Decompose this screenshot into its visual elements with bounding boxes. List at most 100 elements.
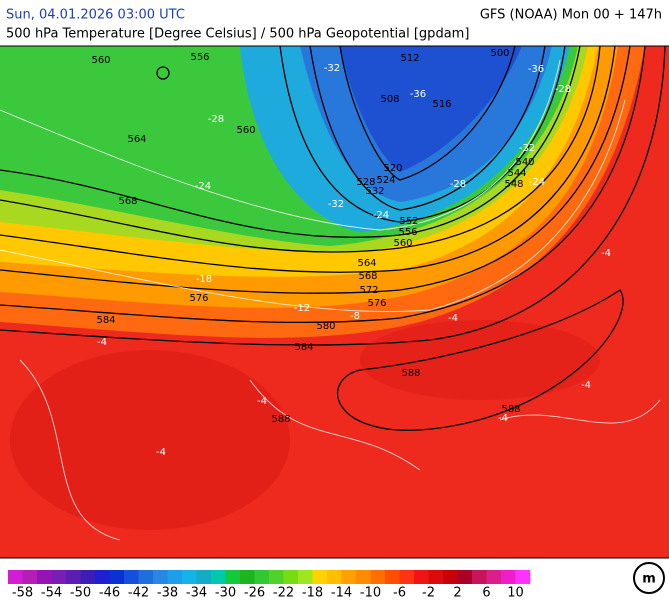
contour-label: 520 xyxy=(383,163,402,174)
color-swatch xyxy=(182,570,197,584)
color-swatch xyxy=(66,570,81,584)
contour-label: 580 xyxy=(316,321,335,332)
contour-label: 508 xyxy=(380,94,399,105)
color-swatch xyxy=(80,570,96,584)
color-swatch xyxy=(399,570,415,584)
contour-label: 556 xyxy=(398,227,417,238)
colorbar-label: -58 xyxy=(12,586,33,600)
model: GFS (NOAA) Mon 00 + 147h xyxy=(480,8,662,23)
color-swatch xyxy=(138,570,154,584)
isotherm-label: -12 xyxy=(294,303,310,314)
color-swatch xyxy=(211,570,226,584)
contour-label: 524 xyxy=(376,175,395,186)
isotherm-label: -32 xyxy=(519,143,535,154)
color-swatch xyxy=(225,570,241,584)
isotherm-label: -18 xyxy=(196,274,212,285)
colorbar-label: 10 xyxy=(507,586,524,600)
color-swatch xyxy=(124,570,139,584)
colorbar-label: -30 xyxy=(215,586,236,600)
color-swatch xyxy=(254,570,270,584)
colorbar-label: -46 xyxy=(99,586,120,600)
color-swatch xyxy=(443,570,458,584)
isotherm-label: -28 xyxy=(208,114,224,125)
colorbar-label: 2 xyxy=(453,586,461,600)
subtitle: 500 hPa Temperature [Degree Celsius] / 5… xyxy=(6,27,469,42)
temperature-labels: -32 -36 -36 -28 -24 -32 -28 -24 -32 -28 … xyxy=(97,63,611,458)
color-swatch xyxy=(501,570,516,584)
isotherm-label: -4 xyxy=(97,337,107,348)
color-swatch xyxy=(312,570,328,584)
colorbar-label: -42 xyxy=(128,586,149,600)
colorbar-label: -38 xyxy=(157,586,178,600)
logo: m xyxy=(633,562,665,594)
isotherm-label: -28 xyxy=(450,179,466,190)
colorbar-label: -10 xyxy=(360,586,381,600)
isotherm-label: -36 xyxy=(410,89,426,100)
colorbar-label: -14 xyxy=(331,586,352,600)
contour-label: 584 xyxy=(96,315,115,326)
color-swatch xyxy=(8,570,23,584)
color-swatch xyxy=(167,570,183,584)
isotherm-label: -28 xyxy=(555,84,571,95)
color-swatch xyxy=(109,570,125,584)
isotherm-label: -8 xyxy=(350,311,360,322)
isotherm-label: -32 xyxy=(328,199,344,210)
contour-label: 560 xyxy=(91,55,110,66)
isotherm-label: -24 xyxy=(195,181,211,192)
color-swatch xyxy=(486,570,502,584)
contour-label: 568 xyxy=(118,196,137,207)
contour-label: 548 xyxy=(504,179,523,190)
isotherm-label: -4 xyxy=(156,447,166,458)
color-swatch xyxy=(515,570,531,584)
color-swatch xyxy=(385,570,400,584)
color-swatch xyxy=(457,570,473,584)
colorbar-label: -54 xyxy=(41,586,62,600)
contour-label: 560 xyxy=(393,238,412,249)
color-swatch xyxy=(298,570,313,584)
color-swatch xyxy=(196,570,212,584)
isotherm-label: -4 xyxy=(581,380,591,391)
color-swatch xyxy=(269,570,284,584)
map xyxy=(0,45,669,558)
color-swatch xyxy=(22,570,38,584)
contour-label: 512 xyxy=(400,53,419,64)
isotherm-label: -4 xyxy=(257,396,267,407)
color-swatch xyxy=(370,570,386,584)
contour-label: 528 xyxy=(356,177,375,188)
svg-text:m: m xyxy=(642,572,656,587)
isotherm-label: -4 xyxy=(448,313,458,324)
isotherm-label: -32 xyxy=(324,63,340,74)
color-swatch xyxy=(472,570,487,584)
color-swatch xyxy=(240,570,255,584)
colorbar-label: -6 xyxy=(393,586,406,600)
colorbar-label: -2 xyxy=(422,586,435,600)
contour-label: 560 xyxy=(236,125,255,136)
contour-label: 552 xyxy=(399,216,418,227)
contour-label: 588 xyxy=(401,368,420,379)
color-swatch xyxy=(428,570,444,584)
color-swatch xyxy=(51,570,67,584)
color-swatch xyxy=(37,570,52,584)
colorbar-label: 6 xyxy=(482,586,490,600)
color-swatch xyxy=(95,570,110,584)
colorbar-label: -18 xyxy=(302,586,323,600)
contour-label: 544 xyxy=(507,168,526,179)
colorbar-label: -34 xyxy=(186,586,207,600)
isotherm-label: -4 xyxy=(601,248,611,259)
colorbar-label: -22 xyxy=(273,586,294,600)
contour-label: 572 xyxy=(359,285,378,296)
contour-label: 532 xyxy=(365,186,384,197)
contour-label: 556 xyxy=(190,52,209,63)
color-swatch xyxy=(341,570,357,584)
colorbar-label: -26 xyxy=(244,586,265,600)
geopotential-labels: 560 556 560 564 568 576 584 584 580 576 … xyxy=(91,48,534,425)
color-swatch xyxy=(327,570,342,584)
colorbar-label: -50 xyxy=(70,586,91,600)
isotherm-label: -24 xyxy=(529,177,545,188)
contour-label: 564 xyxy=(357,258,376,269)
contour-label: 584 xyxy=(294,342,313,353)
color-swatch xyxy=(153,570,168,584)
colorbar: -58 -54 -50 -46 -42 -38 -34 -30 -26 -22 -18 -14 -10-… xyxy=(8,570,531,600)
contour-label: 540 xyxy=(515,157,534,168)
